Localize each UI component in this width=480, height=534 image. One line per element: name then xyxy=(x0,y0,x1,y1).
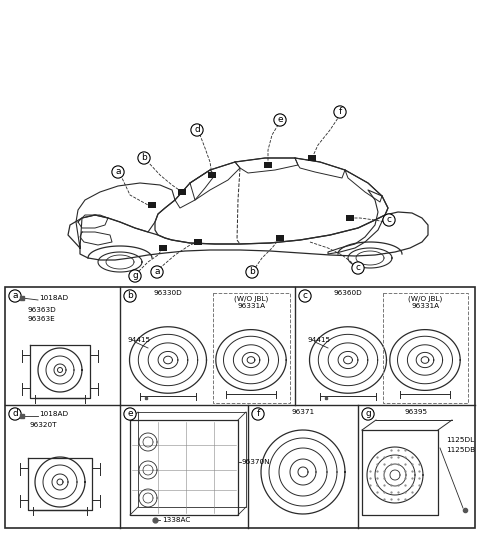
Text: a: a xyxy=(12,292,18,301)
Text: d: d xyxy=(194,125,200,135)
Text: b: b xyxy=(141,153,147,162)
Text: (W/O JBL): (W/O JBL) xyxy=(234,295,269,302)
Text: e: e xyxy=(127,410,133,419)
Text: 96363E: 96363E xyxy=(28,316,56,322)
Text: g: g xyxy=(365,410,371,419)
Text: 1125DB: 1125DB xyxy=(446,447,475,453)
Text: c: c xyxy=(356,263,360,272)
Polygon shape xyxy=(346,215,354,221)
Polygon shape xyxy=(308,155,316,161)
Text: 1018AD: 1018AD xyxy=(39,411,68,417)
Text: 96331A: 96331A xyxy=(411,303,440,309)
Text: 1338AC: 1338AC xyxy=(162,517,191,523)
Polygon shape xyxy=(148,202,156,208)
Text: a: a xyxy=(115,168,121,177)
Text: (W/O JBL): (W/O JBL) xyxy=(408,295,443,302)
Bar xyxy=(5,287,475,528)
Text: c: c xyxy=(386,216,392,224)
Text: 96320T: 96320T xyxy=(29,422,57,428)
Text: 1018AD: 1018AD xyxy=(39,295,68,301)
Text: 96363D: 96363D xyxy=(28,307,57,313)
Polygon shape xyxy=(194,239,202,245)
Bar xyxy=(383,293,468,403)
Bar xyxy=(213,293,290,403)
Text: a: a xyxy=(154,268,160,277)
Text: b: b xyxy=(249,268,255,277)
Text: f: f xyxy=(338,107,342,116)
Text: 96330D: 96330D xyxy=(154,290,182,296)
Text: e: e xyxy=(277,115,283,124)
Text: c: c xyxy=(302,292,308,301)
Text: b: b xyxy=(127,292,133,301)
Polygon shape xyxy=(208,172,216,178)
Text: 94415: 94415 xyxy=(128,337,151,343)
Text: d: d xyxy=(12,410,18,419)
Polygon shape xyxy=(264,162,272,168)
Text: f: f xyxy=(256,410,260,419)
Text: 96395: 96395 xyxy=(405,409,428,415)
Polygon shape xyxy=(178,189,186,195)
Polygon shape xyxy=(276,235,284,241)
Text: 1125DL: 1125DL xyxy=(446,437,474,443)
Polygon shape xyxy=(159,245,167,251)
Text: 96331A: 96331A xyxy=(238,303,265,309)
Text: 94415: 94415 xyxy=(308,337,331,343)
Text: 96360D: 96360D xyxy=(334,290,362,296)
Text: 96370N: 96370N xyxy=(242,459,271,465)
Text: g: g xyxy=(132,271,138,280)
Text: 96371: 96371 xyxy=(291,409,314,415)
